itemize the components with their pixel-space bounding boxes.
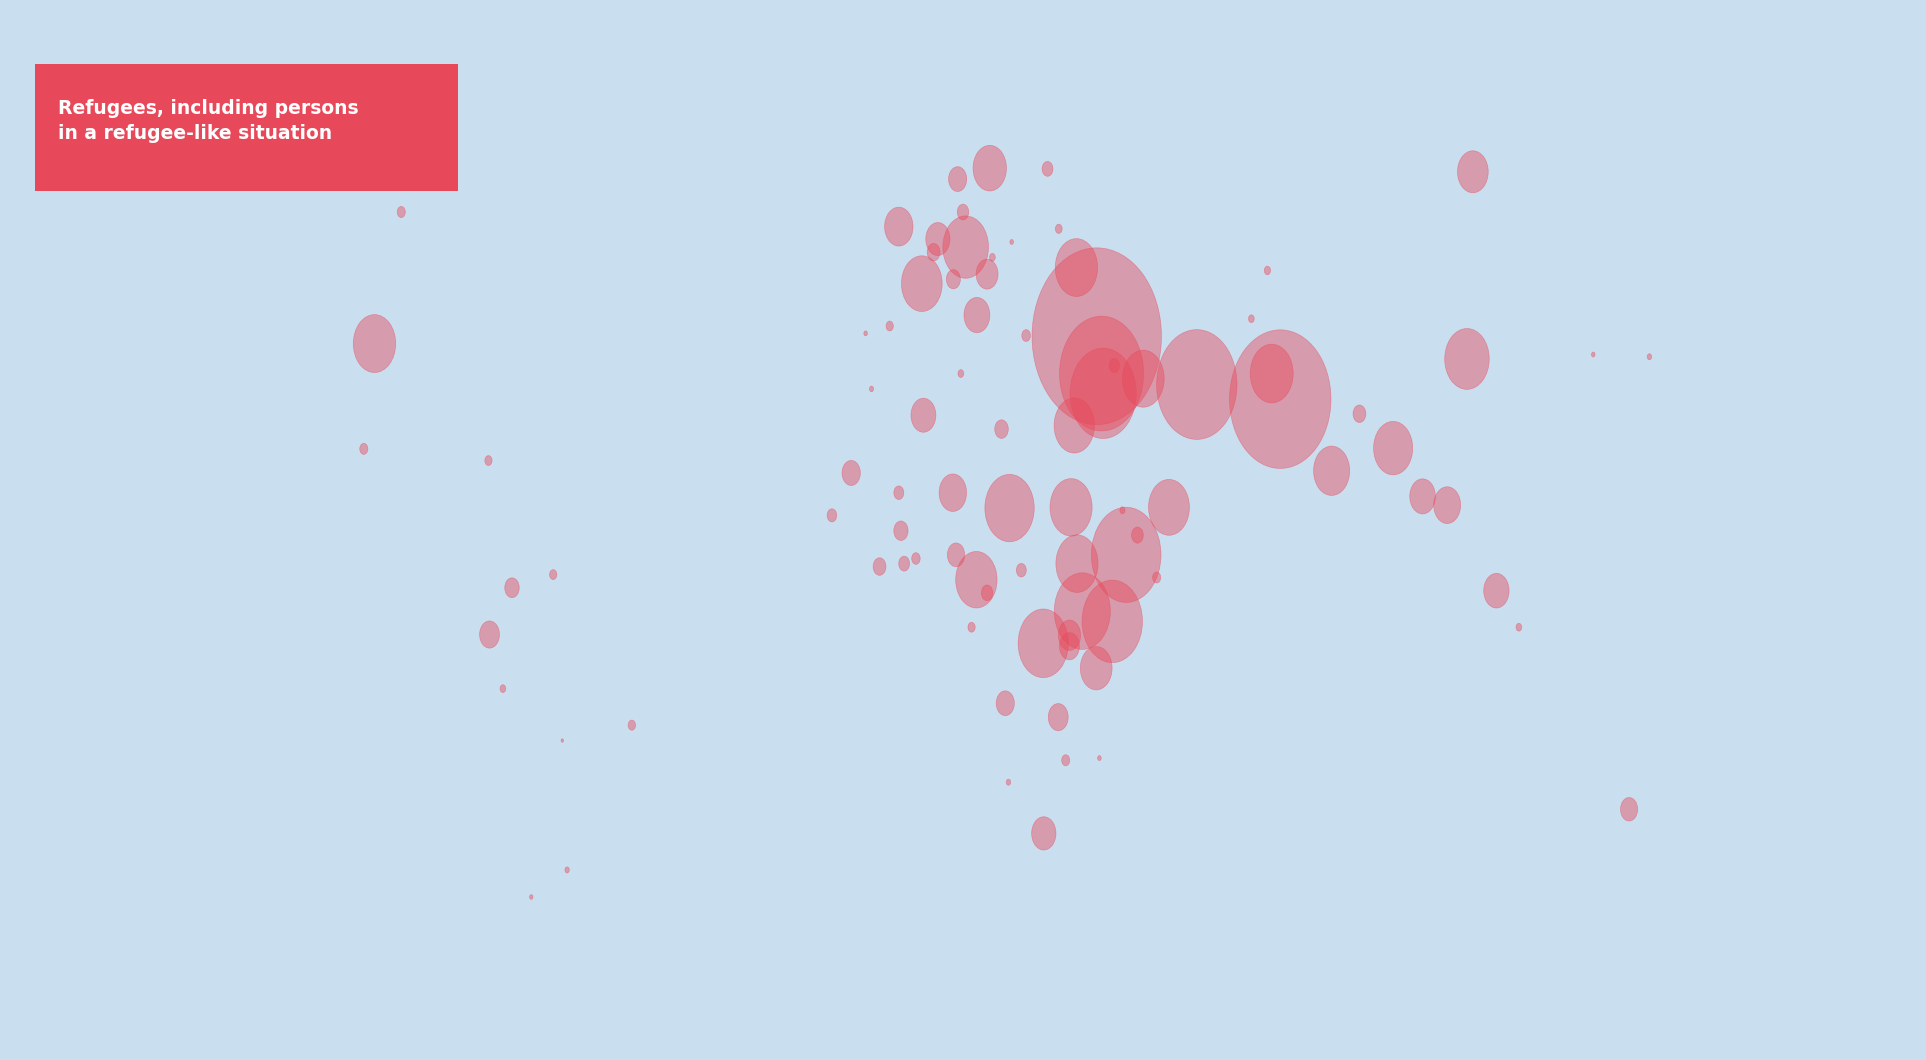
Circle shape (969, 622, 975, 632)
Circle shape (1483, 573, 1510, 608)
Circle shape (1458, 151, 1489, 193)
Circle shape (1092, 508, 1161, 602)
Circle shape (1019, 610, 1069, 677)
Circle shape (940, 474, 967, 512)
Circle shape (1082, 580, 1142, 662)
Circle shape (1158, 330, 1236, 440)
Circle shape (352, 315, 395, 372)
Circle shape (1055, 535, 1098, 593)
Circle shape (911, 552, 921, 564)
Circle shape (530, 895, 534, 899)
Circle shape (872, 558, 886, 576)
Circle shape (886, 321, 894, 331)
Circle shape (1098, 756, 1102, 761)
Circle shape (1229, 330, 1331, 469)
Circle shape (826, 509, 836, 522)
Circle shape (501, 685, 507, 692)
Circle shape (1119, 507, 1125, 514)
Circle shape (957, 205, 969, 219)
Circle shape (560, 739, 564, 742)
Circle shape (1055, 224, 1061, 233)
Circle shape (1017, 564, 1027, 577)
Circle shape (1314, 446, 1350, 495)
Circle shape (899, 556, 909, 571)
Circle shape (1433, 487, 1460, 524)
Circle shape (505, 578, 520, 598)
Circle shape (1061, 755, 1069, 765)
Circle shape (1248, 315, 1254, 322)
Circle shape (1032, 248, 1161, 425)
Circle shape (485, 456, 491, 465)
Circle shape (926, 223, 950, 255)
Circle shape (1055, 238, 1098, 297)
Circle shape (1054, 398, 1094, 453)
Circle shape (1373, 422, 1412, 475)
Circle shape (1410, 479, 1435, 514)
Circle shape (1152, 572, 1161, 583)
Circle shape (994, 420, 1009, 439)
Circle shape (894, 520, 907, 541)
Circle shape (1250, 344, 1292, 403)
Circle shape (1005, 779, 1011, 785)
Circle shape (480, 621, 499, 648)
Circle shape (1048, 704, 1069, 730)
Circle shape (1050, 478, 1092, 536)
Circle shape (948, 543, 965, 567)
Circle shape (982, 585, 992, 601)
Circle shape (1148, 479, 1190, 535)
Circle shape (965, 298, 990, 333)
Circle shape (1647, 354, 1653, 359)
Circle shape (884, 207, 913, 246)
Circle shape (996, 691, 1015, 716)
FancyBboxPatch shape (35, 64, 458, 191)
Circle shape (946, 269, 961, 289)
Circle shape (926, 244, 940, 261)
Circle shape (397, 207, 404, 217)
Circle shape (1591, 352, 1595, 357)
Circle shape (1059, 316, 1144, 431)
Circle shape (973, 145, 1007, 191)
Circle shape (955, 551, 998, 608)
Circle shape (1352, 405, 1366, 423)
Text: Refugees, including persons
in a refugee-like situation: Refugees, including persons in a refugee… (58, 99, 358, 143)
Circle shape (1109, 358, 1119, 372)
Circle shape (1516, 623, 1522, 631)
Circle shape (901, 255, 942, 312)
Circle shape (1059, 620, 1080, 651)
Circle shape (1263, 266, 1271, 275)
Circle shape (1123, 350, 1163, 407)
Circle shape (360, 443, 368, 455)
Circle shape (842, 460, 861, 485)
Circle shape (984, 474, 1034, 542)
Circle shape (1059, 633, 1079, 659)
Circle shape (1042, 161, 1054, 176)
Circle shape (894, 485, 903, 499)
Circle shape (1009, 240, 1013, 245)
Circle shape (1023, 330, 1030, 341)
Circle shape (911, 399, 936, 432)
Circle shape (950, 166, 967, 192)
Circle shape (865, 331, 867, 336)
Circle shape (1444, 329, 1489, 389)
Circle shape (1132, 527, 1144, 543)
Circle shape (944, 216, 988, 279)
Circle shape (1032, 817, 1055, 850)
Circle shape (628, 720, 636, 730)
Circle shape (1620, 797, 1637, 822)
Circle shape (990, 253, 996, 261)
Circle shape (564, 867, 570, 873)
Circle shape (869, 386, 874, 392)
Circle shape (1054, 572, 1111, 650)
Circle shape (1080, 647, 1111, 690)
Circle shape (957, 370, 963, 377)
Circle shape (549, 569, 557, 580)
Circle shape (1071, 348, 1136, 439)
Circle shape (976, 259, 998, 289)
